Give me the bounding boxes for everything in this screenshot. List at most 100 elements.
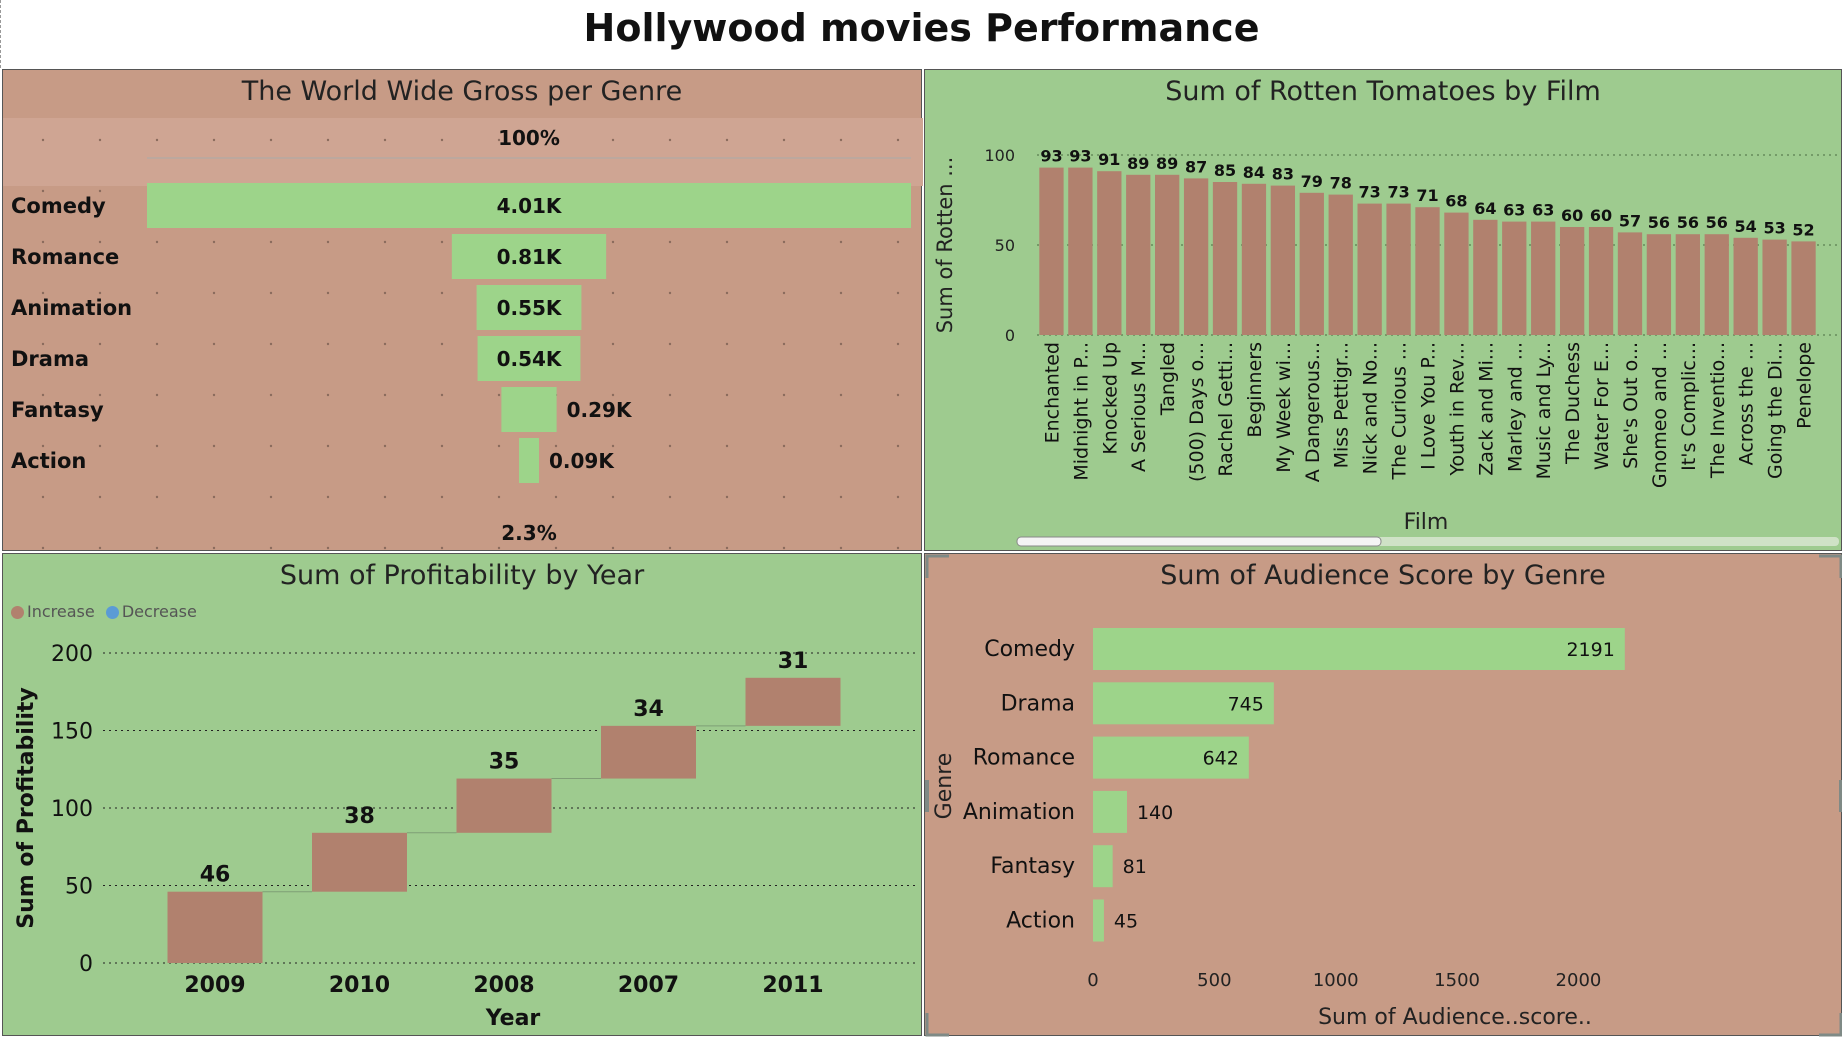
grid-dot: [896, 342, 900, 346]
grid-dot: [383, 138, 387, 142]
rotten-bar: [1791, 241, 1816, 335]
grid-dot: [326, 342, 330, 346]
y-tick-label: 200: [51, 642, 93, 667]
grid-dot: [41, 444, 45, 448]
y-tick-label: 150: [51, 720, 93, 745]
funnel-value-label: 0.29K: [567, 398, 633, 422]
film-tick-label: Nick and No...: [1360, 342, 1382, 474]
grid-dot: [668, 342, 672, 346]
grid-dot: [725, 342, 729, 346]
film-tick-label: Youth in Rev...: [1446, 342, 1468, 477]
grid-dot: [896, 138, 900, 142]
grid-dot: [611, 546, 615, 550]
audience-value-label: 642: [1203, 748, 1239, 770]
selection-corner-top-right: [1819, 554, 1842, 578]
grid-dot: [269, 291, 273, 295]
grid-dot: [383, 495, 387, 499]
rotten-value-label: 52: [1792, 220, 1814, 239]
film-tick-label: It's Complic...: [1678, 342, 1700, 471]
audience-bar: [1093, 790, 1127, 833]
decrease-legend-swatch: [105, 606, 119, 619]
audience-score-panel[interactable]: Sum of Audience Score by Genre Comedy 219…: [924, 553, 1842, 1037]
x-axis-title: Film: [1404, 510, 1449, 535]
rotten-bar: [1444, 212, 1469, 335]
y-tick-label: 100: [984, 146, 1015, 165]
grid-dot: [98, 546, 102, 550]
x-tick-label: 2000: [1556, 970, 1602, 991]
rotten-bar: [1270, 185, 1296, 335]
rotten-tomatoes-chart[interactable]: 0 50 100 Sum of Rotten ... 93 Enchanted 93 Midn…: [925, 70, 1842, 552]
horizontal-scrollbar-thumb: [1016, 536, 1382, 547]
funnel-bar: [501, 387, 557, 432]
grid-dot: [440, 495, 444, 499]
funnel-value-label: 0.54K: [497, 347, 563, 371]
grid-dot: [896, 546, 900, 550]
profitability-waterfall-chart[interactable]: 0 50 100 150 200 Sum of Profitability 46 2009 38…: [3, 554, 923, 1037]
grid-dot: [839, 393, 843, 397]
grid-dot: [725, 240, 729, 244]
grid-dot: [212, 342, 216, 346]
audience-bar: [1093, 628, 1625, 670]
rotten-bar: [1386, 203, 1411, 335]
funnel-category-label: Romance: [11, 245, 119, 269]
grid-dot: [839, 240, 843, 244]
rotten-bar: [1704, 234, 1729, 335]
audience-chart-title: Sum of Audience Score by Genre: [1160, 560, 1606, 591]
year-tick-label: 2011: [762, 973, 823, 998]
gross-funnel-chart[interactable]: 100% Comedy 4.01K Romance 0.81K Animation 0.55…: [3, 70, 923, 552]
grid-dot: [155, 495, 159, 499]
film-tick-label: Music and Ly...: [1533, 342, 1555, 479]
grid-dot: [155, 546, 159, 550]
grid-dot: [269, 444, 273, 448]
rotten-value-label: 56: [1706, 213, 1728, 232]
grid-dot: [611, 291, 615, 295]
film-tick-label: Enchanted: [1041, 342, 1063, 443]
x-tick-label: 0: [1087, 970, 1098, 991]
gross-chart-title: The World Wide Gross per Genre: [241, 76, 683, 107]
rotten-bar: [1155, 174, 1180, 335]
rotten-value-label: 78: [1330, 174, 1352, 193]
grid-dot: [497, 495, 501, 499]
grid-dot: [326, 444, 330, 448]
grid-dot: [383, 444, 387, 448]
grid-dot: [212, 495, 216, 499]
grid-dot: [554, 138, 558, 142]
grid-dot: [41, 342, 45, 346]
audience-bar: [1093, 682, 1274, 725]
x-tick-label: 1500: [1434, 970, 1480, 991]
grid-dot: [611, 240, 615, 244]
grid-dot: [41, 189, 45, 193]
film-tick-label: Going the Di...: [1765, 342, 1787, 479]
rotten-tomatoes-panel[interactable]: Sum of Rotten Tomatoes by Film 0 50 100 Sum…: [924, 69, 1842, 551]
grid-dot: [611, 138, 615, 142]
grid-dot: [41, 138, 45, 142]
report-header: Hollywood movies Performance: [0, 0, 1842, 68]
grid-dot: [782, 342, 786, 346]
grid-dot: [269, 342, 273, 346]
y-tick-label: 50: [65, 875, 93, 900]
waterfall-value-label: 31: [778, 649, 809, 674]
gross-funnel-panel[interactable]: The World Wide Gross per Genre 100% Comed…: [2, 69, 923, 552]
grid-dot: [668, 240, 672, 244]
grid-dot: [554, 495, 558, 499]
rotten-value-label: 89: [1127, 154, 1149, 173]
funnel-category-label: Fantasy: [11, 398, 104, 422]
rotten-bar: [1183, 178, 1209, 335]
year-tick-label: 2007: [618, 973, 679, 998]
grid-dot: [782, 546, 786, 550]
rotten-bar: [1502, 221, 1527, 335]
grid-dot: [440, 138, 444, 142]
audience-value-label: 45: [1114, 911, 1138, 933]
genre-tick-label: Action: [1006, 909, 1075, 934]
grid-dot: [668, 138, 672, 142]
grid-dot: [554, 444, 558, 448]
grid-dot: [155, 393, 159, 397]
grid-dot: [326, 240, 330, 244]
grid-dot: [155, 291, 159, 295]
grid-dot: [41, 393, 45, 397]
profitability-panel[interactable]: Sum of Profitability by Year Increase De…: [2, 553, 922, 1036]
audience-score-chart[interactable]: Comedy 2191 Drama 745 Romance 642 Animation 140…: [925, 554, 1842, 1037]
grid-dot: [668, 393, 672, 397]
film-tick-label: Midnight in P...: [1070, 342, 1092, 481]
grid-dot: [326, 495, 330, 499]
